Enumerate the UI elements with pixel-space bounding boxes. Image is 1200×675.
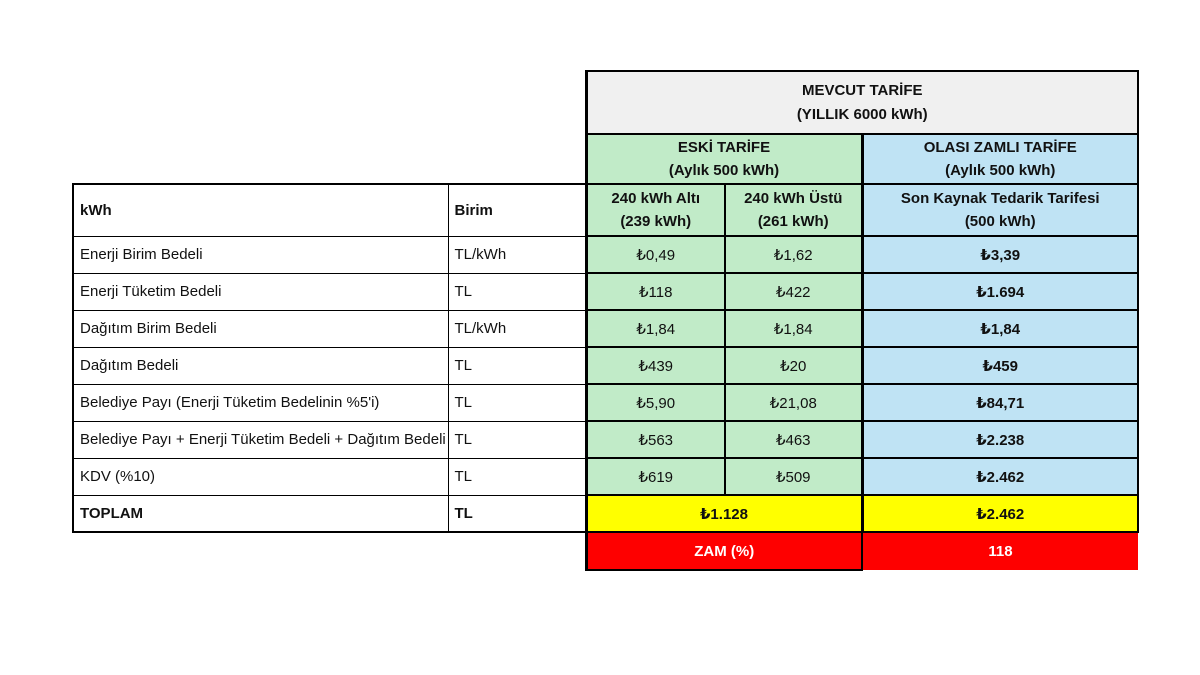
column-header-old-low-line2: (239 kWh) (620, 213, 692, 230)
blank-area-top-left (73, 71, 586, 134)
row-unit: TL (447, 272, 587, 311)
row-unit: TL/kWh (447, 235, 587, 274)
table-title-line1: MEVCUT TARİFE (801, 82, 923, 100)
column-header-new: Son Kaynak Tedarik Tarifesi (500 kWh) (860, 183, 1139, 237)
row-label: KDV (%10) (72, 457, 449, 496)
new-tariff-group-header: OLASI ZAMLI TARİFE (Aylık 500 kWh) (860, 133, 1139, 185)
value-old-low: ₺563 (584, 420, 726, 459)
value-old-low: ₺0,49 (584, 235, 726, 274)
value-old-low: ₺5,90 (584, 383, 726, 422)
table-row: Belediye Payı + Enerji Tüketim Bedeli + … (72, 420, 1139, 459)
row-label: Dağıtım Bedeli (72, 346, 449, 385)
old-tariff-title: ESKİ TARİFE (677, 138, 771, 156)
row-unit: TL (447, 457, 587, 496)
value-old-low: ₺118 (584, 272, 726, 311)
value-old-high: ₺20 (724, 346, 863, 385)
value-new: ₺3,39 (860, 235, 1139, 274)
row-unit: TL (447, 383, 587, 422)
value-old-low: ₺619 (584, 457, 726, 496)
value-new: ₺1.694 (860, 272, 1139, 311)
value-old-high: ₺21,08 (724, 383, 863, 422)
column-header-old-low-line1: 240 kWh Altı (611, 189, 701, 207)
increase-label-cell: ZAM (%) (584, 531, 863, 571)
column-header-old-high: 240 kWh Üstü (261 kWh) (724, 183, 863, 237)
total-old-value: ₺1.128 (584, 494, 863, 533)
row-unit: TL (447, 346, 587, 385)
value-new: ₺2.462 (860, 457, 1139, 496)
row-unit: TL (447, 420, 587, 459)
row-label: Belediye Payı (Enerji Tüketim Bedelinin … (72, 383, 449, 422)
row-label: Dağıtım Birim Bedeli (72, 309, 449, 348)
value-old-high: ₺1,84 (724, 309, 863, 348)
column-header-new-line1: Son Kaynak Tedarik Tarifesi (900, 189, 1100, 207)
column-header-kwh: kWh (72, 183, 449, 237)
old-tariff-group-header: ESKİ TARİFE (Aylık 500 kWh) (584, 133, 863, 185)
value-old-low: ₺1,84 (584, 309, 726, 348)
table-row: Belediye Payı (Enerji Tüketim Bedelinin … (72, 383, 1139, 422)
increase-row: ZAM (%) 118 (73, 531, 1138, 571)
column-header-birim: Birim (447, 183, 587, 237)
new-tariff-subtitle: (Aylık 500 kWh) (945, 162, 1056, 179)
value-new: ₺1,84 (860, 309, 1139, 348)
value-old-low: ₺439 (584, 346, 726, 385)
blank-area-group-left (73, 134, 586, 184)
new-tariff-title: OLASI ZAMLI TARİFE (923, 138, 1077, 156)
table-row: Dağıtım Bedeli TL ₺439 ₺20 ₺459 (72, 346, 1139, 385)
row-label: Enerji Tüketim Bedeli (72, 272, 449, 311)
column-header-old-low: 240 kWh Altı (239 kWh) (584, 183, 726, 237)
total-row: TOPLAM TL ₺1.128 ₺2.462 (72, 494, 1139, 533)
table-row: Dağıtım Birim Bedeli TL/kWh ₺1,84 ₺1,84 … (72, 309, 1139, 348)
table-title-line2: (YILLIK 6000 kWh) (796, 105, 928, 123)
value-new: ₺84,71 (860, 383, 1139, 422)
column-header-old-high-line2: (261 kWh) (757, 213, 829, 230)
table-row: Enerji Tüketim Bedeli TL ₺118 ₺422 ₺1.69… (72, 272, 1139, 311)
total-label: TOPLAM (72, 494, 449, 533)
table-title-cell: MEVCUT TARİFE (YILLIK 6000 kWh) (584, 70, 1139, 135)
value-new: ₺459 (860, 346, 1139, 385)
column-header-old-high-line1: 240 kWh Üstü (744, 189, 843, 207)
column-header-new-line2: (500 kWh) (964, 213, 1036, 230)
blank-area-bottom-left (73, 532, 586, 570)
total-unit: TL (447, 494, 587, 533)
value-old-high: ₺463 (724, 420, 863, 459)
row-label: Belediye Payı + Enerji Tüketim Bedeli + … (72, 420, 449, 459)
value-old-high: ₺422 (724, 272, 863, 311)
total-new-value: ₺2.462 (860, 494, 1139, 533)
value-new: ₺2.238 (860, 420, 1139, 459)
value-old-high: ₺1,62 (724, 235, 863, 274)
table-row: KDV (%10) TL ₺619 ₺509 ₺2.462 (72, 457, 1139, 496)
increase-value-cell: 118 (862, 532, 1138, 570)
row-label: Enerji Birim Bedeli (72, 235, 449, 274)
value-old-high: ₺509 (724, 457, 863, 496)
tariff-table: MEVCUT TARİFE (YILLIK 6000 kWh) ESKİ TAR… (72, 70, 1139, 571)
table-row: Enerji Birim Bedeli TL/kWh ₺0,49 ₺1,62 ₺… (72, 235, 1139, 274)
old-tariff-subtitle: (Aylık 500 kWh) (668, 162, 780, 179)
row-unit: TL/kWh (447, 309, 587, 348)
